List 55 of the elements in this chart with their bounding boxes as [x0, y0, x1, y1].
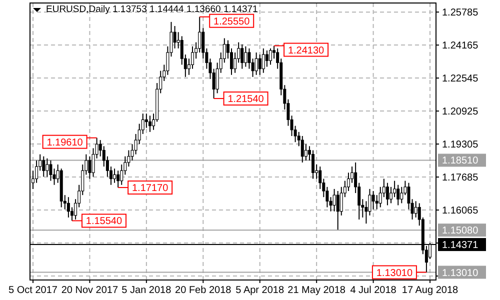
- annotation: 1.15540: [86, 216, 122, 228]
- candlestick: [113, 168, 116, 184]
- annotation: 1.21540: [228, 94, 264, 106]
- candlestick: [244, 46, 248, 68]
- x-tick-label: 20 Feb 2018: [175, 285, 232, 296]
- candlestick: [258, 54, 262, 76]
- ref-line-label: 1.18510: [442, 156, 479, 167]
- candlestick: [144, 113, 148, 128]
- annotation: 1.25550: [214, 16, 250, 28]
- x-tick-label: 5 Jan 2018: [122, 285, 172, 296]
- x-tick-label: 21 May 2018: [288, 285, 346, 296]
- candlestick: [148, 115, 152, 132]
- candlestick: [49, 160, 52, 182]
- candlestick: [336, 190, 340, 230]
- x-tick-label: 20 Nov 2017: [61, 285, 118, 296]
- candlestick: [396, 184, 400, 206]
- candlestick: [88, 156, 92, 180]
- candlestick: [268, 48, 272, 66]
- annotation: 1.19610: [46, 137, 84, 148]
- chart-title: EURUSD,Daily 1.13753 1.14444 1.13660 1.14371: [46, 4, 258, 15]
- candlestick: [173, 26, 176, 49]
- candlestick: [116, 170, 120, 188]
- candlestick: [254, 52, 258, 76]
- x-tick-label: 4 Jul 2018: [350, 285, 397, 296]
- x-tick-label: 5 Apr 2018: [236, 285, 284, 296]
- candlestick: [42, 156, 46, 178]
- annotation: 1.17170: [132, 183, 169, 194]
- candlestick: [300, 136, 304, 163]
- ref-line-label: 1.15080: [442, 226, 479, 237]
- x-tick-label: 17 Aug 2018: [402, 285, 459, 296]
- candlestick: [248, 48, 251, 70]
- y-tick-label: 1.24165: [442, 40, 479, 52]
- ref-line-label: 1.13010: [442, 268, 479, 279]
- y-tick-label: 1.25785: [442, 8, 479, 19]
- candlestick: [262, 48, 265, 74]
- y-tick-label: 1.20925: [442, 106, 479, 118]
- candlestick: [304, 144, 308, 161]
- y-tick-label: 1.17685: [442, 172, 479, 184]
- candlestick: [46, 158, 49, 178]
- annotation: 1.13010: [376, 268, 413, 279]
- candlestick: [265, 50, 268, 68]
- candlestick: [386, 182, 389, 206]
- candlestick: [414, 200, 418, 218]
- y-tick-label: 1.19305: [442, 140, 479, 151]
- y-tick-label: 1.16065: [442, 206, 479, 217]
- x-tick-label: 5 Oct 2017: [8, 285, 58, 296]
- candlestick: [240, 44, 244, 70]
- ref-line-label: 1.14371: [442, 240, 479, 252]
- candlestick: [66, 196, 70, 218]
- candlestick: [332, 188, 336, 212]
- candlestick: [375, 194, 378, 210]
- annotation: 1.24130: [288, 45, 325, 56]
- candlestick: [372, 190, 375, 210]
- candlestick: [312, 150, 315, 180]
- y-tick-label: 1.22545: [442, 74, 479, 85]
